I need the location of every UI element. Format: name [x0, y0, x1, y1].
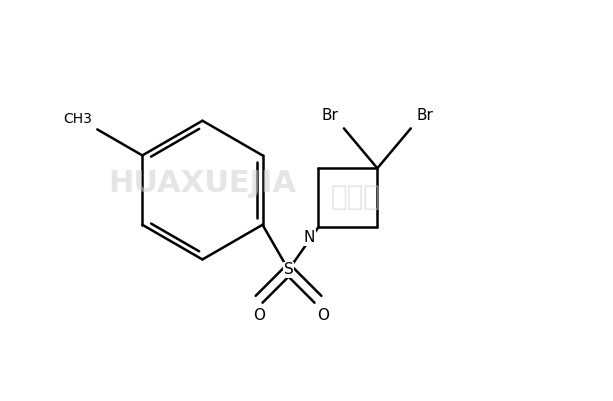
Text: Br: Br [416, 108, 433, 123]
Text: CH3: CH3 [63, 112, 92, 126]
Text: Br: Br [321, 108, 338, 123]
Text: O: O [253, 308, 265, 322]
Text: S: S [284, 262, 294, 277]
Text: O: O [318, 308, 330, 322]
Text: HUAXUEJIA: HUAXUEJIA [109, 169, 297, 198]
Text: 化学加: 化学加 [330, 183, 380, 211]
Text: N: N [303, 230, 315, 245]
